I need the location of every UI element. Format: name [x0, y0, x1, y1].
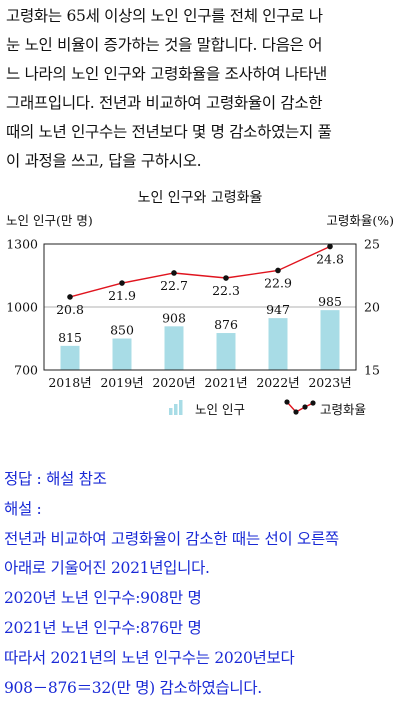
y-axis-right-label: 고령화율(%) [326, 213, 394, 228]
x-tick-label: 2023년 [308, 375, 351, 390]
bar [216, 333, 236, 370]
legend-line-marker [310, 400, 316, 406]
x-tick-label: 2019년 [100, 375, 143, 390]
legend-line-marker [302, 404, 308, 410]
problem-line: 이 과정을 쓰고, 답을 구하시오. [6, 152, 202, 170]
x-tick-label: 2018년 [48, 375, 91, 390]
bar-label: 815 [58, 330, 82, 345]
bar [112, 338, 132, 370]
rate-label: 20.8 [56, 302, 84, 317]
y-tick-right: 25 [364, 237, 380, 252]
y-tick-left: 1000 [6, 300, 38, 315]
legend-bar-swatch [179, 400, 183, 415]
bar-label: 947 [266, 302, 290, 317]
y-tick-left: 700 [14, 363, 38, 378]
rate-point [119, 280, 125, 286]
answer-line: 2020년 노년 인구수:908만 명 [4, 589, 202, 608]
x-tick-label: 2022년 [256, 375, 299, 390]
answer-line: 따라서 2021년의 노년 인구수는 2020년보다 [4, 648, 295, 667]
y-tick-right: 15 [364, 363, 380, 378]
legend-bar-label: 노인 인구 [195, 402, 245, 417]
answer-line: 908－876＝32(만 명) 감소하였습니다. [4, 678, 262, 697]
answer-line: 전년과 비교하여 고령화율이 감소한 때는 선이 오른쪽 [4, 529, 339, 548]
rate-point [171, 270, 177, 276]
legend-line-marker [284, 399, 290, 405]
answer-line: 아래로 기울어진 2021년입니다. [4, 559, 210, 578]
answer-line: 2021년 노년 인구수:876만 명 [4, 618, 202, 637]
rate-label: 22.3 [212, 283, 240, 298]
rate-point [223, 275, 229, 281]
problem-line: 눈 노인 비율이 증가하는 것을 말합니다. 다음은 어 [6, 36, 323, 54]
rate-line [69, 245, 331, 298]
legend-line-marker [293, 409, 299, 415]
rate-point [327, 243, 333, 250]
legend-bar-swatch [174, 404, 178, 415]
y-axis-left-label: 노인 인구(만 명) [6, 213, 93, 228]
bar [268, 318, 288, 370]
plot-frame [43, 243, 357, 371]
x-tick-label: 2021년 [204, 375, 247, 390]
problem-line: 느 나라의 노인 인구와 고령화율을 조사하여 나타낸 [6, 65, 327, 83]
legend-bar-swatch [169, 408, 173, 415]
bar [320, 310, 340, 370]
rate-label: 22.9 [264, 275, 292, 290]
bar [60, 345, 80, 370]
y-tick-right: 20 [364, 300, 380, 315]
rate-label: 21.9 [108, 288, 136, 303]
bar [164, 326, 184, 370]
answer-line: 정답 : 해설 참조 [4, 470, 107, 488]
rate-label: 22.7 [160, 278, 188, 293]
bar-label: 908 [162, 310, 186, 325]
answer-section: 정답 : 해설 참조 해설 : 전년과 비교하여 고령화율이 감소한 때는 선이… [4, 465, 398, 703]
problem-text: 고령화는 65세 이상의 노인 인구를 전체 인구로 나 눈 노인 비율이 증가… [6, 2, 398, 176]
problem-line: 때의 노년 인구수는 전년보다 몇 명 감소하였는지 풀 [6, 123, 332, 141]
rate-label: 24.8 [316, 252, 344, 267]
x-tick-label: 2020년 [152, 375, 195, 390]
bar-label: 850 [110, 323, 134, 338]
rate-point [67, 294, 73, 300]
problem-line: 고령화는 65세 이상의 노인 인구를 전체 인구로 나 [6, 7, 323, 25]
problem-line: 그래프입니다. 전년과 비교하여 고령화율이 감소한 [6, 94, 323, 112]
bar-label: 985 [318, 294, 342, 309]
rate-point [275, 267, 281, 274]
legend-line-swatch [286, 401, 314, 413]
answer-line: 해설 : [4, 499, 42, 518]
chart-title: 노인 인구와 고령화율 [138, 190, 263, 206]
y-tick-left: 1300 [6, 237, 38, 252]
bar-label: 876 [214, 317, 238, 332]
legend-line-label: 고령화율 [320, 402, 366, 417]
